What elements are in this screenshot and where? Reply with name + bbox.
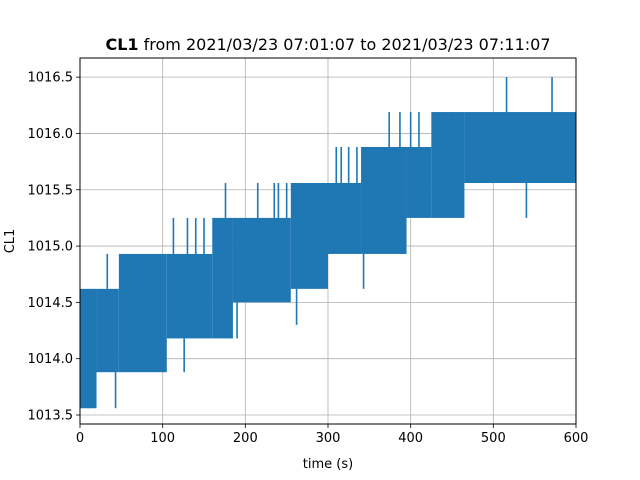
y-tick-label: 1014.5 — [28, 296, 74, 311]
series-layer — [80, 77, 576, 409]
y-axis-label: CL1 — [3, 229, 18, 254]
series-band — [96, 288, 119, 373]
y-tick-label: 1016.5 — [28, 71, 74, 86]
x-axis: 0 100 200 300 400 500 600 — [76, 424, 589, 446]
series-band — [212, 217, 233, 339]
x-tick-label: 300 — [316, 431, 341, 446]
y-tick-label: 1013.5 — [28, 408, 74, 423]
x-tick-label: 100 — [150, 431, 175, 446]
series-band — [431, 112, 465, 218]
chart-title-bold: CL1 — [105, 35, 138, 54]
x-tick-label: 600 — [564, 431, 589, 446]
y-tick-label: 1015.5 — [28, 183, 74, 198]
x-tick-label: 400 — [398, 431, 423, 446]
y-tick-label: 1015.0 — [28, 240, 74, 255]
y-tick-label: 1014.0 — [28, 352, 74, 367]
series-band — [290, 183, 328, 289]
x-tick-label: 500 — [481, 431, 506, 446]
chart-title: CL1 from 2021/03/23 07:01:07 to 2021/03/… — [105, 35, 550, 54]
series-band — [406, 146, 432, 218]
series-band — [328, 183, 362, 254]
x-axis-label: time (s) — [303, 457, 353, 472]
series-band — [118, 253, 167, 373]
series-band — [361, 146, 407, 254]
series-band — [166, 253, 213, 339]
y-tick-label: 1016.0 — [28, 127, 74, 142]
series-band — [232, 217, 291, 303]
x-tick-label: 0 — [76, 431, 84, 446]
series-band — [464, 112, 576, 184]
y-axis: 1013.5 1014.0 1014.5 1015.0 1015.5 1016.0 1016… — [28, 71, 80, 423]
chart-title-rest: from 2021/03/23 07:01:07 to 2021/03/23 0… — [139, 35, 551, 54]
x-tick-label: 200 — [233, 431, 258, 446]
